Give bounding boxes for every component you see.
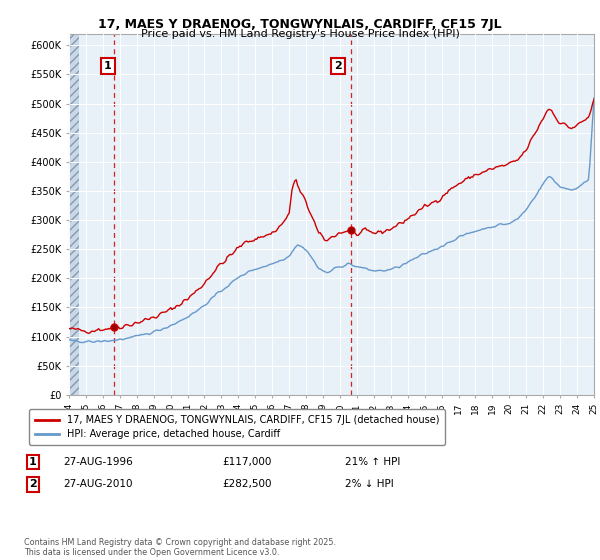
Text: 2: 2 [29,479,37,489]
Bar [69,34,79,395]
Text: 1: 1 [104,60,112,71]
Text: 17, MAES Y DRAENOG, TONGWYNLAIS, CARDIFF, CF15 7JL: 17, MAES Y DRAENOG, TONGWYNLAIS, CARDIFF… [98,18,502,31]
Text: 27-AUG-2010: 27-AUG-2010 [63,479,133,489]
Text: £282,500: £282,500 [222,479,271,489]
Text: Price paid vs. HM Land Registry's House Price Index (HPI): Price paid vs. HM Land Registry's House … [140,29,460,39]
Text: 2% ↓ HPI: 2% ↓ HPI [345,479,394,489]
Text: £117,000: £117,000 [222,457,271,467]
Legend: 17, MAES Y DRAENOG, TONGWYNLAIS, CARDIFF, CF15 7JL (detached house), HPI: Averag: 17, MAES Y DRAENOG, TONGWYNLAIS, CARDIFF… [29,409,445,445]
Text: 27-AUG-1996: 27-AUG-1996 [63,457,133,467]
Text: 1: 1 [29,457,37,467]
Text: Contains HM Land Registry data © Crown copyright and database right 2025.
This d: Contains HM Land Registry data © Crown c… [24,538,336,557]
Text: 2: 2 [334,60,342,71]
Text: 21% ↑ HPI: 21% ↑ HPI [345,457,400,467]
